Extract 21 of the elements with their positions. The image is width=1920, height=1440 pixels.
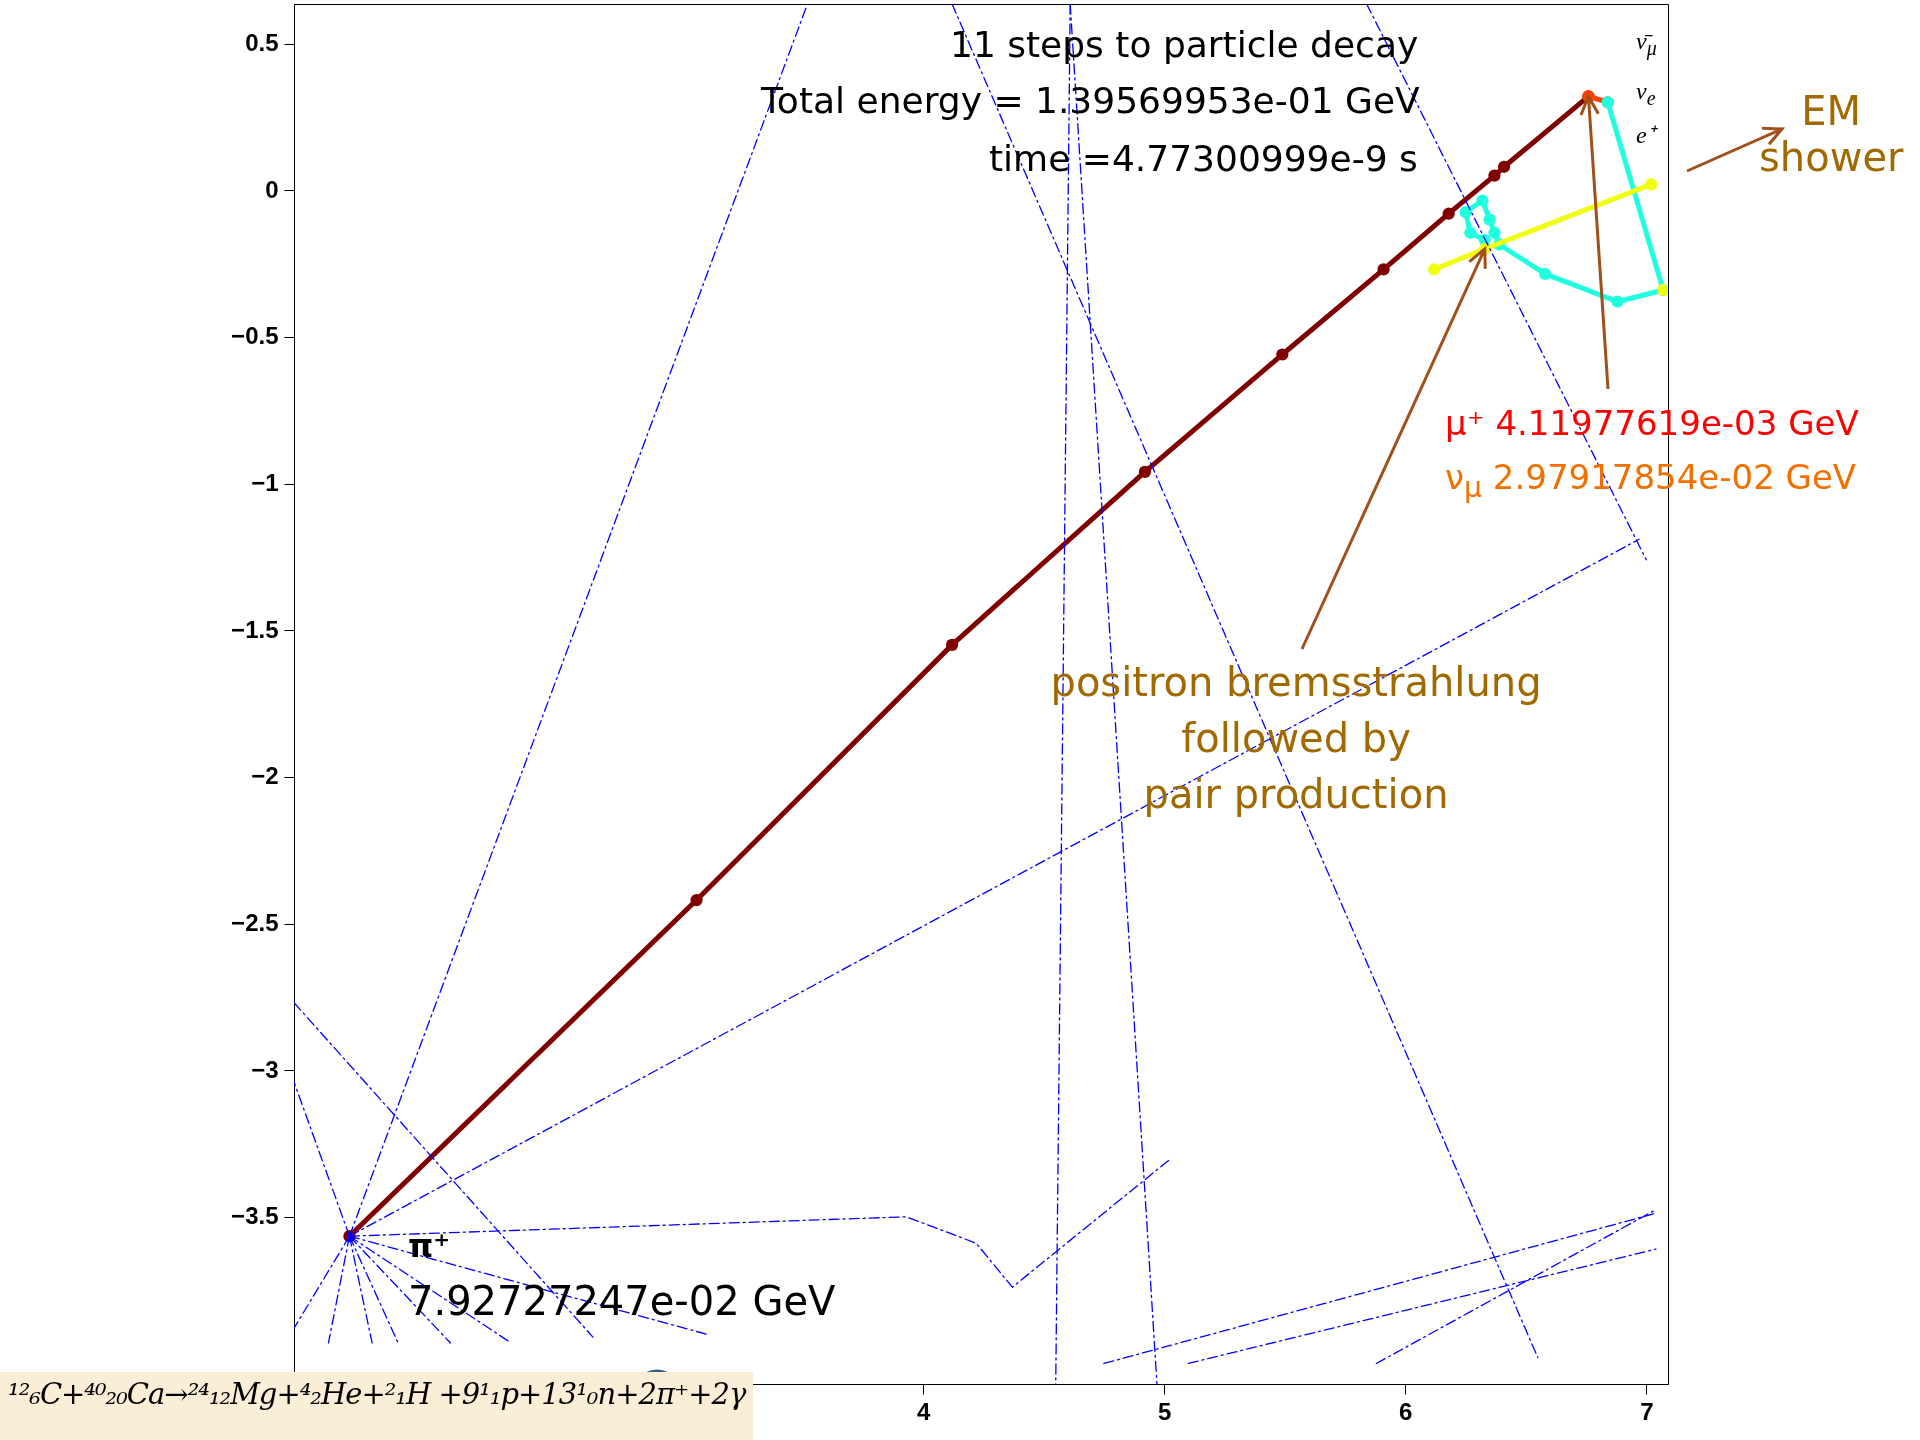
annotation: time =4.77300999e-9 s (989, 138, 1418, 180)
annotation: ¹²₆C+⁴⁰₂₀Ca→²⁴₁₂Mg+⁴₂He+²₁H +9¹₁p+13¹₀n+2π⁺+2γ (0, 1372, 754, 1440)
annotation: 11 steps to particle decay (950, 24, 1419, 66)
x-tick-label: 6 (1399, 1397, 1413, 1425)
y-tick-label: −2 (251, 762, 279, 790)
x-tick-label: 4 (916, 1397, 931, 1425)
annotation: Total energy = 1.39569953e-01 GeV (761, 80, 1420, 122)
y-tick-label: −2.5 (231, 909, 279, 937)
y-tick-label: −1.5 (231, 615, 279, 643)
x-tick-label: 7 (1640, 1397, 1654, 1425)
y-tick-label: −1 (251, 469, 279, 497)
y-tick-label: −3.5 (231, 1202, 279, 1230)
y-tick-label: 0.5 (245, 29, 279, 57)
y-tick-label: −3 (251, 1055, 279, 1083)
y-tick-label: −0.5 (231, 322, 279, 350)
annotation: ν̄$_{μ}$ (1636, 28, 1657, 60)
text: EM shower (1759, 88, 1904, 180)
annotation: π⁺ (408, 1227, 451, 1265)
x-tick-label: 5 (1158, 1397, 1172, 1425)
y-tick-label: 0 (265, 175, 279, 203)
annotation: ν$_{e}$ (1636, 78, 1656, 110)
